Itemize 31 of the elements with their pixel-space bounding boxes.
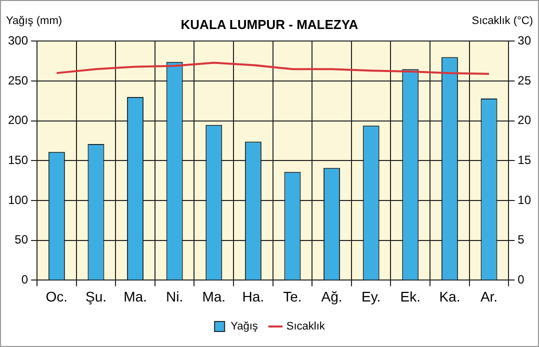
y2-tick-label: 10 <box>518 192 532 207</box>
y-tick-label: 250 <box>8 73 28 88</box>
chart-title: KUALA LUMPUR - MALEZYA <box>180 17 358 32</box>
y2-tick-label: 15 <box>518 153 532 168</box>
y2-tick-label: 0 <box>518 272 525 287</box>
x-tick-label: Şu. <box>85 288 106 304</box>
x-tick-label: Ağ. <box>321 288 342 304</box>
x-tick-label: Ar. <box>480 288 498 304</box>
legend-label: Sıcaklık <box>286 320 326 333</box>
y-tick-label: 150 <box>8 153 28 168</box>
y-tick-label: 300 <box>8 34 28 48</box>
legend-label: Yağış <box>230 320 258 333</box>
y-tick-label: 100 <box>8 192 28 207</box>
y2-axis-title: Sıcaklık (°C) <box>472 15 533 27</box>
y-tick-label: 200 <box>8 113 28 128</box>
x-tick-label: Ma. <box>124 288 147 304</box>
x-tick-label: Ey. <box>361 288 381 304</box>
y-tick-label: 50 <box>14 232 28 247</box>
y2-tick-label: 30 <box>518 34 532 48</box>
y2-tick-label: 20 <box>518 113 532 128</box>
x-tick-label: Ni. <box>166 288 184 304</box>
y-tick-label: 0 <box>21 272 28 287</box>
x-tick-label: Oc. <box>46 288 68 304</box>
y2-tick-label: 25 <box>518 73 532 88</box>
y-axis-title: Yağış (mm) <box>6 15 62 27</box>
x-tick-label: Te. <box>283 288 302 304</box>
x-tick-label: Ka. <box>439 288 460 304</box>
x-tick-label: Ek. <box>400 288 421 304</box>
y2-tick-label: 5 <box>518 232 525 247</box>
x-tick-label: Ma. <box>202 288 226 304</box>
x-tick-label: Ha. <box>242 288 264 304</box>
